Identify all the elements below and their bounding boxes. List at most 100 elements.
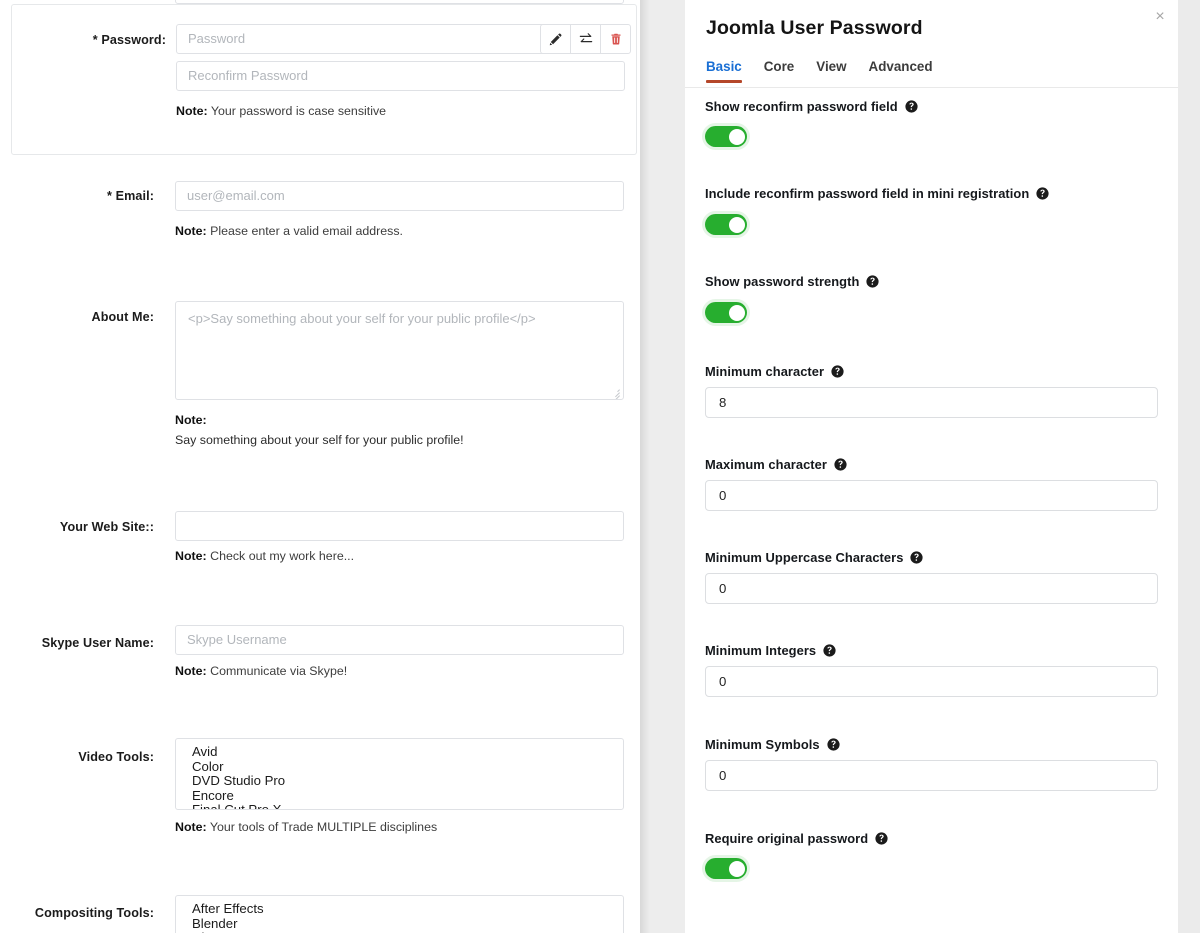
- input-minimum-uppercase-characters[interactable]: 0: [705, 573, 1158, 604]
- label-text: Require original password: [705, 831, 869, 846]
- help-icon[interactable]: [834, 458, 847, 471]
- note-prefix: Note:: [175, 820, 207, 834]
- help-icon[interactable]: [831, 365, 844, 378]
- toggle-require-original-password[interactable]: [705, 858, 747, 879]
- select-option[interactable]: Cinema 4D: [176, 931, 623, 933]
- delete-password-button[interactable]: [600, 24, 631, 54]
- toggle-knob: [728, 216, 745, 233]
- tab-advanced[interactable]: Advanced: [868, 59, 933, 74]
- field-label-minimum-symbols: Minimum Symbols: [705, 737, 840, 752]
- note-prefix: Note:: [176, 104, 208, 118]
- tab-core[interactable]: Core: [763, 59, 795, 74]
- password-note: Note: Your password is case sensitive: [176, 104, 386, 118]
- label-text: Maximum character: [705, 457, 827, 472]
- toggle-password-button[interactable]: [570, 24, 601, 54]
- help-icon[interactable]: [910, 551, 924, 564]
- select-option[interactable]: Blender: [192, 915, 238, 931]
- user-profile-form: * Password: Password: [11, 0, 637, 933]
- help-icon[interactable]: [866, 275, 879, 288]
- note-text: Your password is case sensitive: [210, 104, 387, 118]
- help-icon[interactable]: [875, 832, 888, 845]
- toggle-knob: [728, 128, 745, 145]
- label-text: Include reconfirm password field in mini…: [705, 186, 1030, 201]
- toggle-knob: [728, 304, 745, 321]
- about-me-placeholder: <p>Say something about your self for you…: [188, 311, 536, 326]
- field-label-include-reconfirm-password-field-in-mini-registration: Include reconfirm password field in mini…: [705, 186, 1049, 201]
- input-minimum-symbols[interactable]: 0: [705, 760, 1158, 791]
- note-prefix: Note:: [175, 413, 207, 427]
- website-input[interactable]: [175, 511, 624, 541]
- input-minimum-integers[interactable]: 0: [705, 666, 1158, 697]
- field-label-show-password-strength: Show password strength: [705, 274, 879, 289]
- label-text: Minimum Integers: [705, 643, 817, 658]
- partial-field-above-password[interactable]: [175, 0, 624, 4]
- field-label-require-original-password: Require original password: [705, 831, 888, 846]
- help-icon[interactable]: [827, 738, 840, 751]
- password-field-group: * Password: Password: [11, 4, 637, 155]
- swap-arrows-icon: [579, 32, 593, 46]
- select-option[interactable]: After Effects: [192, 901, 264, 916]
- panel-title: Joomla User Password: [706, 17, 923, 39]
- toggle-show-reconfirm-password-field[interactable]: [705, 126, 747, 147]
- tab-divider: [685, 87, 1178, 88]
- compositing-tools-select[interactable]: After EffectsBlenderCinema 4D: [175, 895, 624, 933]
- label-text: Show reconfirm password field: [705, 99, 898, 114]
- trash-icon: [610, 33, 622, 45]
- note-prefix: Note:: [175, 549, 207, 563]
- skype-note: Note: Communicate via Skype!: [175, 664, 347, 678]
- toggle-knob: [728, 860, 745, 877]
- video-tools-note: Note: Your tools of Trade MULTIPLE disci…: [175, 820, 437, 834]
- label-text: Minimum character: [705, 364, 825, 379]
- email-note: Note: Please enter a valid email address…: [175, 224, 403, 238]
- select-option[interactable]: DVD Studio Pro: [192, 773, 286, 789]
- select-option[interactable]: Final Cut Pro X: [192, 802, 282, 810]
- password-action-buttons: [540, 24, 631, 54]
- resize-grip-icon[interactable]: [610, 386, 621, 399]
- panel-tabs: Basic Core View Advanced: [706, 59, 933, 83]
- field-label-minimum-character: Minimum character: [705, 364, 844, 379]
- website-note: Note: Check out my work here...: [175, 549, 354, 563]
- panel-drop-shadow: [640, 0, 650, 933]
- field-label-minimum-uppercase-characters: Minimum Uppercase Characters: [705, 550, 924, 565]
- note-text: Communicate via Skype!: [210, 664, 348, 678]
- label-text: Minimum Uppercase Characters: [705, 550, 904, 565]
- input-minimum-character[interactable]: 8: [705, 387, 1158, 418]
- input-maximum-character[interactable]: 0: [705, 480, 1158, 511]
- email-input[interactable]: user@email.com: [175, 181, 624, 211]
- tab-view[interactable]: View: [816, 59, 847, 74]
- close-icon[interactable]: ×: [1155, 8, 1165, 25]
- about-me-note-text: Say something about your self for your p…: [175, 433, 464, 447]
- about-me-note-prefix-line: Note:: [175, 413, 207, 427]
- pencil-icon: [549, 33, 562, 46]
- note-text: Your tools of Trade MULTIPLE disciplines: [209, 820, 438, 834]
- note-text: Please enter a valid email address.: [210, 224, 403, 238]
- note-text: Check out my work here...: [210, 549, 355, 563]
- help-icon[interactable]: [905, 100, 918, 113]
- email-label: * Email:: [107, 189, 154, 203]
- tab-basic[interactable]: Basic: [706, 59, 742, 83]
- field-label-minimum-integers: Minimum Integers: [705, 643, 836, 658]
- field-label-show-reconfirm-password-field: Show reconfirm password field: [705, 99, 918, 114]
- toggle-show-password-strength[interactable]: [705, 302, 747, 323]
- skype-input[interactable]: Skype Username: [175, 625, 624, 655]
- website-label: Your Web Site::: [59, 520, 154, 534]
- about-me-textarea[interactable]: <p>Say something about your self for you…: [175, 301, 624, 400]
- note-prefix: Note:: [175, 224, 207, 238]
- edit-password-button[interactable]: [540, 24, 571, 54]
- select-option[interactable]: Encore: [192, 787, 234, 803]
- field-label-maximum-character: Maximum character: [705, 457, 847, 472]
- label-text: Show password strength: [705, 274, 860, 289]
- help-icon[interactable]: [1036, 187, 1049, 200]
- video-tools-select[interactable]: Avid Color DVD Studio Pro Encore Final Cut P…: [175, 738, 624, 810]
- panel-right-rail: [1178, 0, 1200, 933]
- toggle-include-reconfirm-password-field-in-mini-registration[interactable]: [705, 214, 747, 235]
- select-option[interactable]: Avid: [192, 744, 218, 759]
- note-prefix: Note:: [175, 664, 207, 678]
- password-label: * Password:: [92, 33, 166, 47]
- skype-label: Skype User Name:: [41, 636, 154, 650]
- help-icon[interactable]: [823, 644, 836, 657]
- compositing-tools-label: Compositing Tools:: [34, 906, 154, 920]
- select-option[interactable]: Color: [192, 758, 224, 774]
- page-gutter: [640, 0, 685, 933]
- reconfirm-password-input[interactable]: Reconfirm Password: [176, 61, 625, 91]
